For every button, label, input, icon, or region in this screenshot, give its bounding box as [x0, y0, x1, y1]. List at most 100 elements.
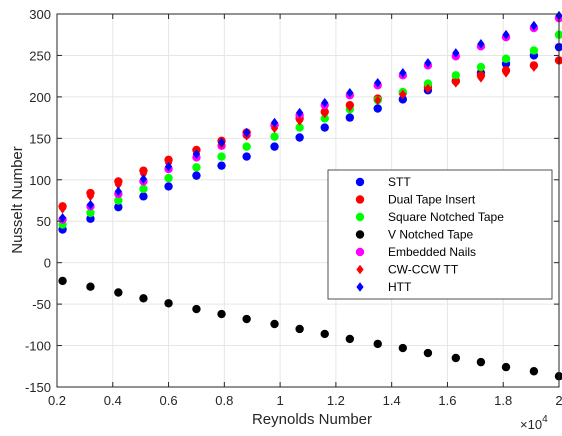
data-point	[270, 142, 279, 151]
y-tick-label: 250	[29, 48, 51, 63]
data-point	[192, 304, 201, 314]
legend-label: V Notched Tape	[388, 228, 473, 242]
data-point	[346, 102, 354, 112]
legend: STT Dual Tape Insert Square Notched Tape V …	[327, 169, 553, 300]
data-point	[217, 137, 226, 148]
data-point	[296, 116, 304, 126]
data-point	[86, 199, 95, 210]
data-point	[164, 161, 173, 172]
y-tick-label: -150	[25, 380, 51, 395]
data-point	[295, 324, 304, 334]
data-point	[86, 191, 95, 202]
data-point	[554, 42, 562, 52]
data-point	[139, 174, 148, 184]
data-point	[476, 62, 486, 72]
data-point	[451, 353, 461, 363]
y-tick-label: -100	[25, 339, 51, 354]
x-tick-label: 1	[276, 393, 283, 408]
x-axis-label: Reynolds Number	[252, 411, 372, 428]
data-point	[242, 152, 251, 161]
data-point	[139, 169, 148, 179]
data-point	[501, 362, 511, 372]
data-point	[530, 62, 538, 72]
data-point	[243, 127, 251, 138]
data-point	[217, 152, 226, 161]
data-point	[398, 343, 408, 353]
legend-marker	[355, 195, 365, 204]
data-point	[320, 329, 329, 339]
data-point	[554, 30, 562, 39]
data-point	[270, 319, 279, 329]
data-point	[139, 184, 148, 194]
data-point	[114, 196, 123, 205]
data-point	[374, 95, 382, 106]
data-point	[58, 213, 67, 223]
data-point	[399, 89, 407, 100]
x-tick-label: 0.2	[48, 393, 66, 408]
legend-marker	[355, 247, 365, 257]
data-point	[501, 54, 511, 63]
data-point	[423, 79, 433, 88]
legend-marker	[356, 264, 364, 275]
legend-items: STT Dual Tape Insert Square Notched Tape V …	[355, 175, 504, 294]
x-tick-label: 0.6	[160, 393, 178, 408]
legend-label: CW-CCW TT	[388, 263, 459, 277]
axis-ticks: 0.2 0.4 0.6 0.8 1 1.2 1.4 1.6 1.8 2 -150 -100 -50 0 50…	[25, 7, 562, 408]
data-point	[452, 77, 460, 88]
data-point	[502, 68, 510, 78]
data-point	[242, 314, 251, 324]
data-point	[502, 29, 510, 40]
legend-box	[327, 169, 553, 300]
data-point	[452, 48, 460, 58]
data-point	[399, 68, 407, 78]
legend-marker	[356, 282, 364, 292]
x-axis-multiplier-base: ×10	[520, 417, 542, 432]
data-point	[139, 192, 148, 201]
data-point	[242, 142, 251, 151]
data-point	[270, 117, 279, 128]
data-point	[345, 334, 355, 344]
x-tick-label: 0.4	[104, 393, 122, 408]
data-point	[192, 163, 201, 172]
data-point	[139, 294, 148, 303]
plot-border	[56, 13, 560, 388]
data-point	[164, 173, 173, 183]
data-point	[373, 104, 382, 113]
data-point	[295, 123, 304, 132]
legend-label: HTT	[388, 280, 412, 294]
data-point	[114, 288, 123, 297]
x-tick-label: 1.4	[383, 393, 401, 408]
data-point	[345, 113, 355, 122]
data-point	[451, 71, 461, 80]
y-tick-label: 100	[29, 173, 51, 188]
x-axis-multiplier: ×104	[520, 414, 548, 432]
y-axis-label: Nusselt Number	[9, 146, 26, 254]
series-htt	[58, 10, 562, 223]
x-tick-label: 2	[555, 393, 562, 408]
y-tick-label: 200	[29, 90, 51, 105]
data-point	[477, 73, 485, 83]
data-point	[86, 214, 95, 223]
y-tick-label: 150	[29, 131, 51, 146]
data-point	[424, 83, 432, 94]
legend-label: Embedded Nails	[388, 245, 476, 259]
data-point	[477, 39, 485, 49]
legend-label: Square Notched Tape	[388, 210, 504, 224]
y-tick-label: -50	[32, 297, 51, 312]
data-point	[58, 276, 67, 286]
data-point	[164, 182, 173, 191]
data-point	[114, 202, 123, 212]
data-point	[296, 107, 304, 118]
data-point	[320, 114, 329, 123]
data-point	[424, 58, 432, 68]
data-point	[217, 309, 226, 319]
y-tick-label: 0	[44, 256, 51, 271]
data-point	[295, 133, 304, 142]
data-point	[86, 282, 95, 291]
data-point	[374, 77, 382, 88]
data-points	[58, 10, 562, 381]
data-point	[270, 132, 279, 141]
data-point	[86, 208, 95, 218]
y-tick-label: 50	[37, 214, 51, 229]
